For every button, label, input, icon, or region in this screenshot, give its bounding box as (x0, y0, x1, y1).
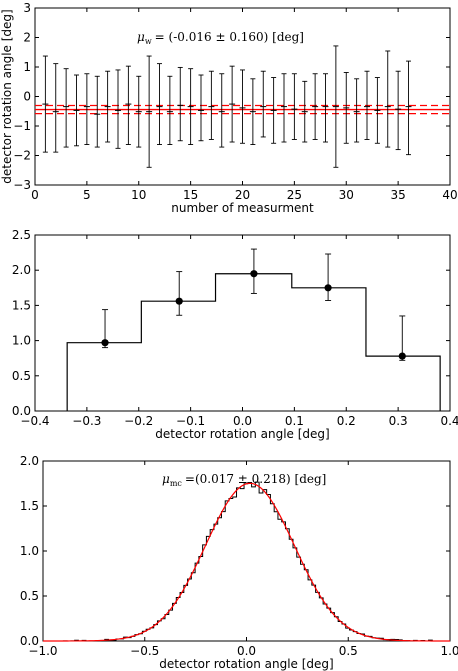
x-tick-label: 15 (183, 188, 198, 202)
plot-frame (42, 460, 451, 642)
mc-histogram (62, 481, 440, 642)
y-axis-label: detector rotation angle [deg] (0, 9, 14, 183)
x-tick-label: 0.3 (389, 414, 408, 428)
x-tick-label: −0.4 (20, 414, 49, 428)
x-tick-label: −0.3 (72, 414, 101, 428)
y-tick-label: 0.0 (20, 634, 39, 648)
gaussian-fit (42, 482, 451, 642)
x-tick-label: 0.4 (440, 414, 458, 428)
chart-mc-distribution: −1.0 −0.5 0.0 0.5 1.0 0.0 0.5 1.0 1.5 2.0 detector… (20, 454, 458, 671)
y-tick-label: 1.5 (20, 499, 39, 513)
histogram-steps (66, 273, 441, 411)
data-point (324, 284, 332, 292)
y-tick-label: 0.5 (20, 589, 39, 603)
x-tick-label: 0.2 (337, 414, 356, 428)
mean-annotation: μmc =(0.017 ± 0.218) [deg] (162, 472, 326, 488)
data-point (250, 270, 258, 278)
y-tick-label: 1.0 (12, 334, 31, 348)
x-tick-label: 30 (339, 188, 354, 202)
mean-annotation: μw = (-0.016 ± 0.160) [deg] (137, 30, 304, 46)
mu-value: = (-0.016 ± 0.160) [deg] (155, 30, 304, 44)
x-tick-label: 35 (390, 188, 405, 202)
y-tick-label: 2.5 (12, 228, 31, 242)
data-point (398, 352, 406, 360)
y-tick-label: −3 (13, 178, 31, 192)
y-tick-label: 1.5 (12, 298, 31, 312)
chart-measurements: 0 5 10 15 20 25 30 35 40 −3 −2 −1 0 1 2 3 number of meas… (0, 1, 458, 215)
x-tick-label: −0.5 (130, 644, 159, 658)
y-tick-label: 0.5 (12, 369, 31, 383)
x-tick-label: 10 (131, 188, 146, 202)
x-tick-label: 0.0 (237, 644, 256, 658)
x-axis-label: number of measurment (171, 201, 314, 215)
y-tick-label: 1.0 (20, 544, 39, 558)
x-tick-label: 0 (31, 188, 39, 202)
y-tick-label: −2 (13, 149, 31, 163)
y-tick-label: 3 (23, 1, 31, 15)
y-tick-label: 2.0 (20, 454, 39, 468)
x-axis-label: detector rotation angle [deg] (155, 427, 329, 441)
y-tick-label: −1 (13, 119, 31, 133)
x-tick-label: 40 (442, 188, 457, 202)
x-tick-label: 20 (235, 188, 250, 202)
chart-histogram: −0.4 −0.3 −0.2 −0.1 0.0 0.1 0.2 0.3 0.4 0.0 0.5 1.0… (12, 228, 458, 441)
data-point (101, 339, 109, 347)
x-tick-label: 25 (287, 188, 302, 202)
y-tick-label: 0.0 (12, 404, 31, 418)
mu-subscript: w (145, 37, 152, 46)
x-tick-label: 0.1 (285, 414, 304, 428)
y-tick-label: 0 (23, 90, 31, 104)
y-tick-label: 2 (23, 31, 31, 45)
x-tick-label: −0.1 (176, 414, 205, 428)
mu-symbol: μ (162, 472, 170, 486)
x-axis-label: detector rotation angle [deg] (159, 657, 333, 671)
mu-symbol: μ (137, 30, 145, 44)
x-tick-label: 0.5 (339, 644, 358, 658)
x-tick-label: 0.0 (233, 414, 252, 428)
x-tick-label: −0.2 (124, 414, 153, 428)
x-tick-label: 5 (83, 188, 91, 202)
x-tick-label: −1.0 (28, 644, 57, 658)
y-tick-label: 1 (23, 60, 31, 74)
plot-frame (34, 234, 451, 412)
x-tick-label: 1.0 (440, 644, 458, 658)
y-tick-label: 2.0 (12, 263, 31, 277)
mu-value: =(0.017 ± 0.218) [deg] (185, 472, 326, 486)
data-point (175, 297, 183, 305)
mu-subscript: mc (170, 479, 183, 488)
